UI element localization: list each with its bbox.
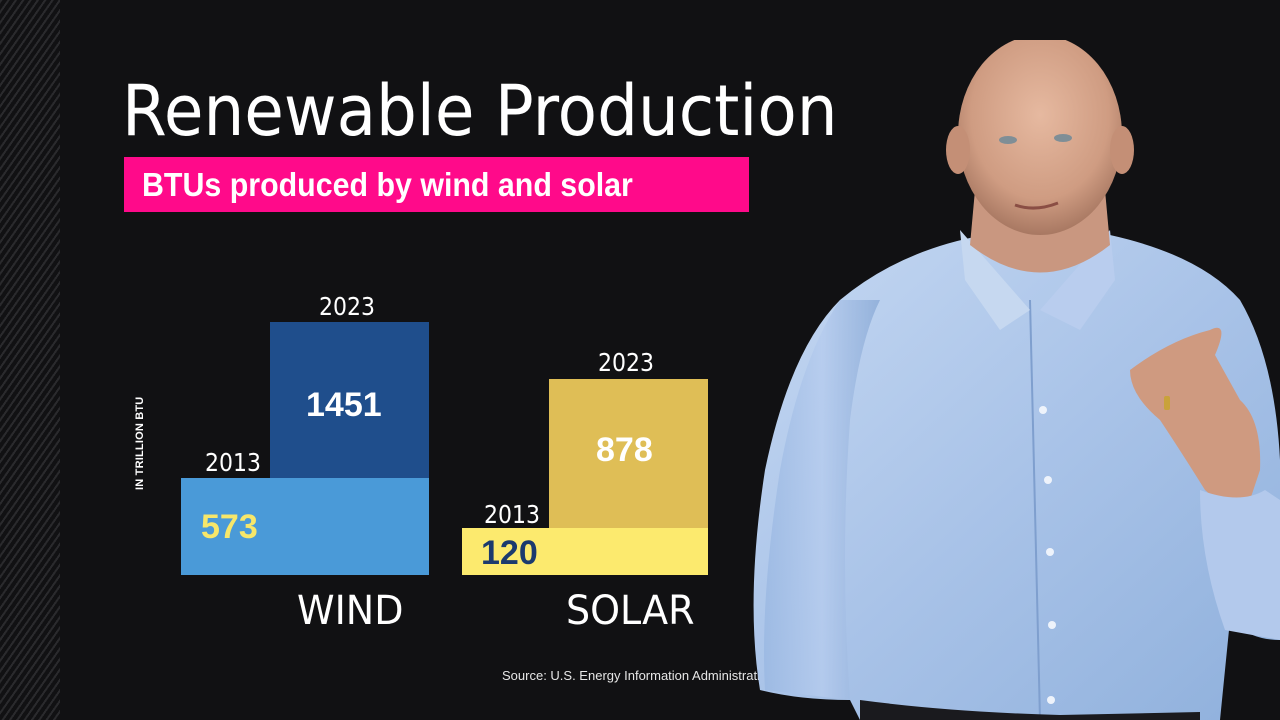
solar-2013-value: 120 <box>481 534 538 572</box>
subtitle-text: BTUs produced by wind and solar <box>142 165 633 203</box>
solar-2013-bar: 120 <box>462 528 708 575</box>
subtitle-banner: BTUs produced by wind and solar <box>124 157 749 212</box>
slide-title: Renewable Production <box>122 70 838 152</box>
wind-2023-value: 1451 <box>306 386 382 424</box>
solar-category-label: SOLAR <box>566 588 695 634</box>
wind-2013-year-label: 2013 <box>205 448 261 477</box>
solar-2023-value: 878 <box>596 431 653 469</box>
solar-2023-bar: 878 <box>549 379 708 529</box>
wind-2023-bar: 1451 <box>270 322 429 478</box>
wind-2013-bar: 573 <box>181 478 429 575</box>
y-axis-label: IN TRILLION BTU <box>134 396 146 490</box>
wind-category-label: WIND <box>297 588 404 634</box>
source-citation: Source: U.S. Energy Information Administ… <box>502 668 775 683</box>
solar-2013-year-label: 2013 <box>484 500 540 529</box>
diagonal-stripe-border <box>0 0 60 720</box>
presenter-image <box>753 40 1280 720</box>
wind-2013-value: 573 <box>201 508 258 546</box>
wind-2023-year-label: 2023 <box>319 292 375 321</box>
solar-2023-year-label: 2023 <box>598 348 654 377</box>
